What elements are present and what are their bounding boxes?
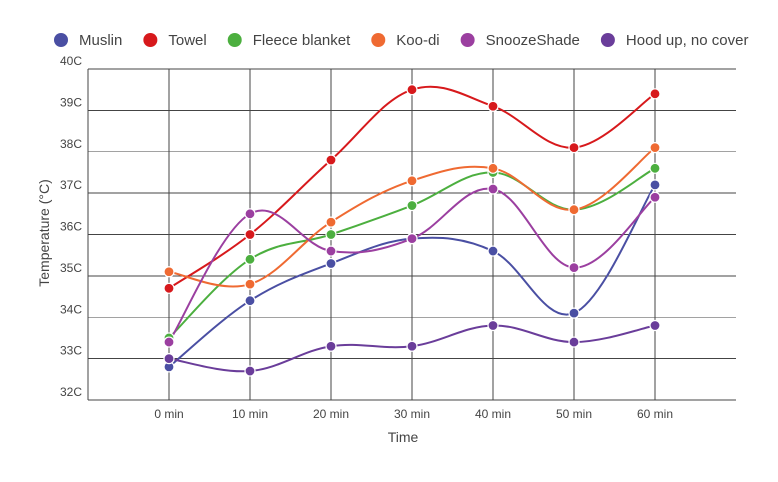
y-tick-label: 32C [60, 385, 82, 399]
data-point-hood-up-no-cover[interactable] [163, 353, 175, 365]
legend-label: Towel [168, 32, 206, 49]
data-point-snoozeshade[interactable] [325, 245, 337, 257]
y-axis-ticks: 32C 33C 34C 35C 36C 37C 38C 39C 40C [60, 54, 82, 399]
data-point-snoozeshade[interactable] [406, 233, 418, 245]
x-tick-label: 10 min [232, 407, 268, 421]
data-point-fleece-blanket[interactable] [649, 162, 661, 174]
y-tick-label: 33C [60, 344, 82, 358]
y-tick-label: 40C [60, 54, 82, 68]
data-point-hood-up-no-cover[interactable] [244, 365, 256, 377]
data-point-snoozeshade[interactable] [568, 262, 580, 274]
legend-marker [54, 33, 68, 47]
data-point-towel[interactable] [406, 84, 418, 96]
data-point-snoozeshade[interactable] [487, 183, 499, 195]
data-point-hood-up-no-cover[interactable] [568, 336, 580, 348]
data-point-koo-di[interactable] [487, 162, 499, 174]
x-tick-label: 60 min [637, 407, 673, 421]
data-point-towel[interactable] [568, 142, 580, 154]
x-tick-label: 0 min [154, 407, 183, 421]
data-point-hood-up-no-cover[interactable] [406, 340, 418, 352]
data-point-koo-di[interactable] [244, 278, 256, 290]
y-tick-label: 34C [60, 302, 82, 316]
legend-label: Koo-di [396, 32, 439, 49]
legend-item[interactable]: Fleece blanket [227, 32, 351, 49]
legend-label: Muslin [79, 32, 122, 49]
data-point-koo-di[interactable] [325, 216, 337, 228]
data-point-muslin[interactable] [487, 245, 499, 257]
data-point-hood-up-no-cover[interactable] [487, 319, 499, 332]
data-point-snoozeshade[interactable] [649, 191, 661, 203]
legend-marker [227, 33, 242, 47]
y-tick-label: 36C [60, 220, 82, 234]
data-point-koo-di[interactable] [406, 175, 418, 187]
x-axis-title: Time [388, 429, 419, 445]
data-point-koo-di[interactable] [568, 204, 580, 216]
x-tick-label: 50 min [556, 407, 592, 421]
data-point-fleece-blanket[interactable] [325, 228, 337, 241]
data-point-muslin[interactable] [244, 295, 256, 307]
y-tick-label: 35C [60, 261, 82, 275]
data-point-hood-up-no-cover[interactable] [325, 340, 337, 352]
legend-item[interactable]: Towel [143, 32, 207, 49]
y-tick-label: 37C [60, 178, 82, 192]
data-point-towel[interactable] [163, 282, 175, 294]
x-tick-label: 40 min [475, 407, 511, 421]
data-point-koo-di[interactable] [649, 142, 661, 154]
legend-item[interactable]: Koo-di [371, 32, 440, 49]
legend-label: Hood up, no cover [626, 32, 749, 49]
data-point-muslin[interactable] [325, 257, 337, 270]
legend-marker [143, 33, 158, 47]
x-axis-ticks: 0 min 10 min 20 min 30 min 40 min 50 min 60 mi… [154, 407, 673, 421]
legend: Muslin Towel Fleece blanket Koo-di SnoozeSha… [54, 32, 748, 49]
legend-item[interactable]: Muslin [54, 32, 122, 49]
data-point-towel[interactable] [487, 100, 499, 112]
data-point-towel[interactable] [325, 154, 337, 166]
legend-item[interactable]: Hood up, no cover [600, 32, 749, 49]
legend-item[interactable]: SnoozeShade [460, 32, 580, 49]
data-point-fleece-blanket[interactable] [406, 199, 418, 212]
legend-marker [371, 33, 386, 47]
data-point-snoozeshade[interactable] [244, 208, 256, 220]
data-point-koo-di[interactable] [163, 266, 175, 278]
data-point-muslin[interactable] [568, 307, 580, 319]
x-tick-label: 30 min [394, 407, 430, 421]
legend-marker [600, 33, 615, 47]
x-tick-label: 20 min [313, 407, 349, 421]
data-point-hood-up-no-cover[interactable] [649, 319, 661, 332]
y-tick-label: 39C [60, 95, 82, 109]
data-point-snoozeshade[interactable] [163, 336, 175, 348]
data-point-towel[interactable] [649, 88, 661, 100]
data-point-muslin[interactable] [649, 179, 661, 191]
series-points [163, 84, 661, 377]
y-axis-title: Temperature (°C) [36, 179, 52, 287]
y-tick-label: 38C [60, 137, 82, 151]
legend-marker [460, 33, 475, 47]
legend-label: Fleece blanket [253, 32, 351, 49]
data-point-towel[interactable] [244, 228, 256, 241]
data-point-fleece-blanket[interactable] [244, 253, 256, 265]
legend-label: SnoozeShade [486, 32, 580, 49]
